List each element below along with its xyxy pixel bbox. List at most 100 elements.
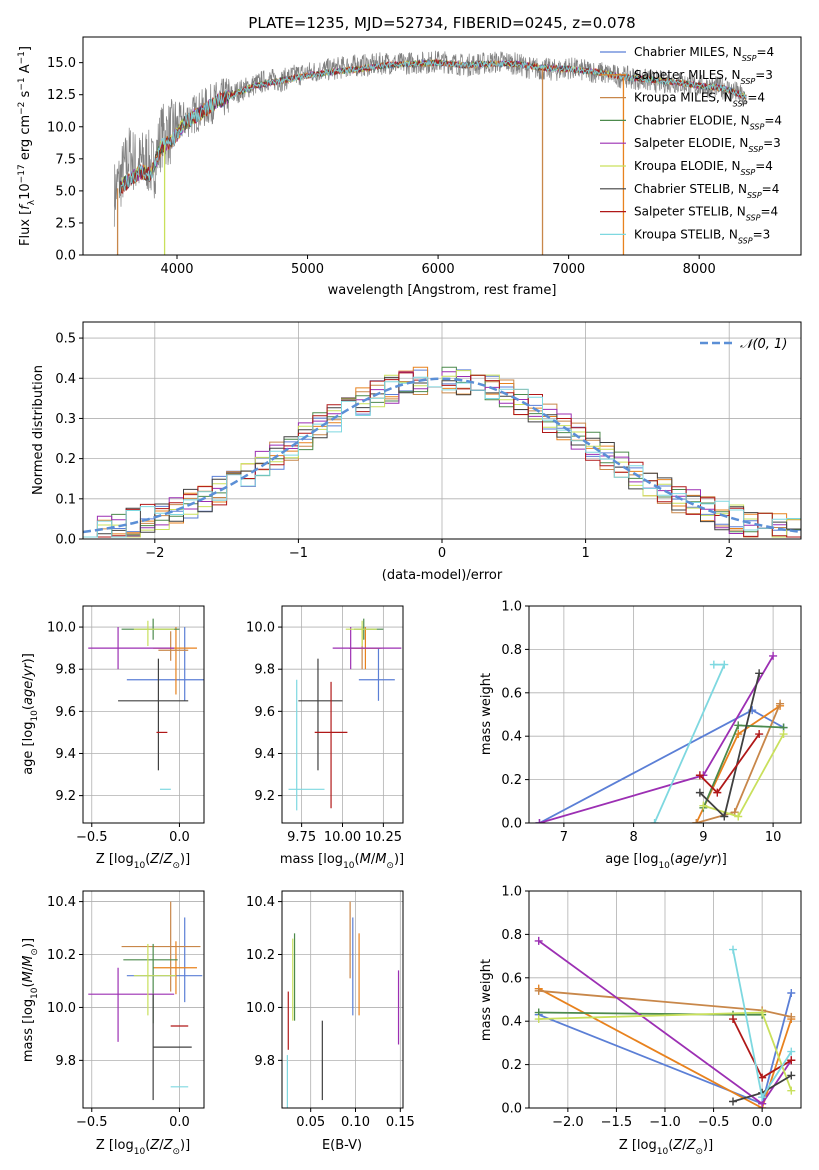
axes-frame [82,605,205,824]
label-part: ⊙ [30,948,40,956]
x-tick-label: −0.5 [698,1115,730,1130]
plus-marker [769,651,778,660]
legend-label: Kroupa ELODIE, NSSP=4 [634,159,773,177]
axes-frame [281,890,404,1109]
y-tick-label: 0.2 [55,452,76,467]
label-part: / [21,676,36,681]
x-tick-label: 7 [560,830,568,845]
legend-name: Salpeter STELIB, N [634,205,746,219]
label-part: 10 [30,987,40,999]
label-part: / [159,852,164,867]
plus-marker [729,1015,737,1024]
model-spectrum-line [119,58,747,197]
y-tick-label: 12.5 [47,88,76,103]
label-part: mass [log [280,852,343,867]
x-tick-label: 8 [629,830,637,845]
y-tick-label: 0.2 [501,773,522,788]
legend-name: Kroupa ELODIE, N [634,159,741,173]
x-axis-label: mass [log10(M/M⊙)] [280,852,404,871]
x-tick-label: 0.05 [296,1115,325,1130]
y-tick-label: 9.6 [55,705,76,720]
x-axis-label: age [log10(age/yr)] [605,852,727,871]
x-axis-label: Z [log10(Z/Z⊙)] [96,852,190,871]
y-tick-label: 0.6 [501,971,522,986]
residuals-panel: −2 −1 0 1 2 0.0 0.1 0.2 0.3 0.4 0.5 (data-model)/er… [31,321,802,583]
plus-marker [692,819,701,823]
y-tick-label: 10.0 [47,120,76,135]
plus-marker [534,986,543,995]
legend-sub: SSP [750,122,765,131]
plus-marker [734,812,743,821]
normal-curve [83,377,801,534]
label-part: M [360,852,371,867]
mass-vs-ebv-panel: 0.05 0.10 0.15 9.8 10.0 10.2 10.4 E(B-V) [246,890,415,1153]
y-tick-label: 9.8 [55,1054,76,1069]
legend-name: Kroupa STELIB, N [634,227,738,241]
x-tick-label: 5000 [291,262,324,277]
x-tick-label: 0.0 [169,830,190,845]
legend-sub: SSP [733,99,748,108]
label-part: f [18,203,33,210]
label-part: / [21,966,36,971]
plus-marker [729,1097,737,1106]
label-part: age [log [21,722,36,775]
spectrum-panel: 4000 5000 6000 7000 8000 0.0 2.5 5.0 7.5 10.0 12.5… [17,36,802,298]
label-part: −17 [17,164,27,183]
y-axis-label: Flux [fλ10−17 erg cm−2 s−1 A−1] [17,46,37,246]
plus-marker [535,819,544,823]
label-part: M [375,852,386,867]
y-tick-label: 10.4 [246,895,275,910]
label-part: M [21,956,36,967]
label-part: age [21,681,36,705]
x-tick-label: 10.00 [324,830,361,845]
legend-sub: SSP [738,236,753,245]
plus-marker [695,788,704,797]
y-tick-label: 9.2 [55,789,76,804]
legend-value: =4 [762,182,780,196]
label-part: )] [180,1138,190,1153]
x-tick-label: 2 [725,546,733,561]
y-tick-label: 0.0 [55,533,76,548]
plus-marker [729,945,737,954]
y-tick-label: 2.5 [55,216,76,231]
label-part: 10 [657,1147,669,1157]
x-axis-label: E(B-V) [322,1138,362,1153]
plus-marker [755,669,764,678]
label-part: ⊙ [172,1147,180,1157]
plus-marker [720,660,729,669]
plot-area [83,366,801,538]
y-tick-label: 0.8 [501,928,522,943]
label-part: Z [163,852,174,867]
x-tick-label: 10 [765,830,782,845]
y-tick-label: 7.5 [55,152,76,167]
label-part: mass [log [21,999,36,1062]
plot-area [534,936,796,1108]
label-part: −1 [17,51,27,64]
label-part: / [371,852,376,867]
label-part: yr [21,662,36,678]
plus-marker [758,1073,767,1082]
plus-marker [709,660,718,669]
legend-label: 𝒩(0, 1) [740,337,787,352]
x-axis-label: Z [log10(Z/Z⊙)] [96,1138,190,1157]
legend-label: Chabrier STELIB, NSSP=4 [634,182,779,200]
label-part: ⊙ [695,1147,703,1157]
x-tick-label: −1.5 [601,1115,633,1130]
axes-frame [82,36,802,256]
y-tick-label: 1.0 [501,885,522,900]
label-part: 10 [343,861,355,871]
x-tick-label: −0.5 [76,1115,108,1130]
y-tick-label: 9.4 [254,747,275,762]
y-tick-label: 0.6 [501,686,522,701]
y-tick-label: 0.3 [55,412,76,427]
plus-marker [787,988,796,997]
plus-marker [720,812,729,821]
legend-sub: SSP [747,190,762,199]
x-tick-label: −1 [289,546,308,561]
legend-sub: SSP [742,54,757,63]
x-tick-label: 9 [699,830,707,845]
x-tick-label: 8000 [683,262,716,277]
label-part: −2 [17,102,27,115]
label-part: age [675,852,699,867]
x-tick-label: −2 [145,546,164,561]
